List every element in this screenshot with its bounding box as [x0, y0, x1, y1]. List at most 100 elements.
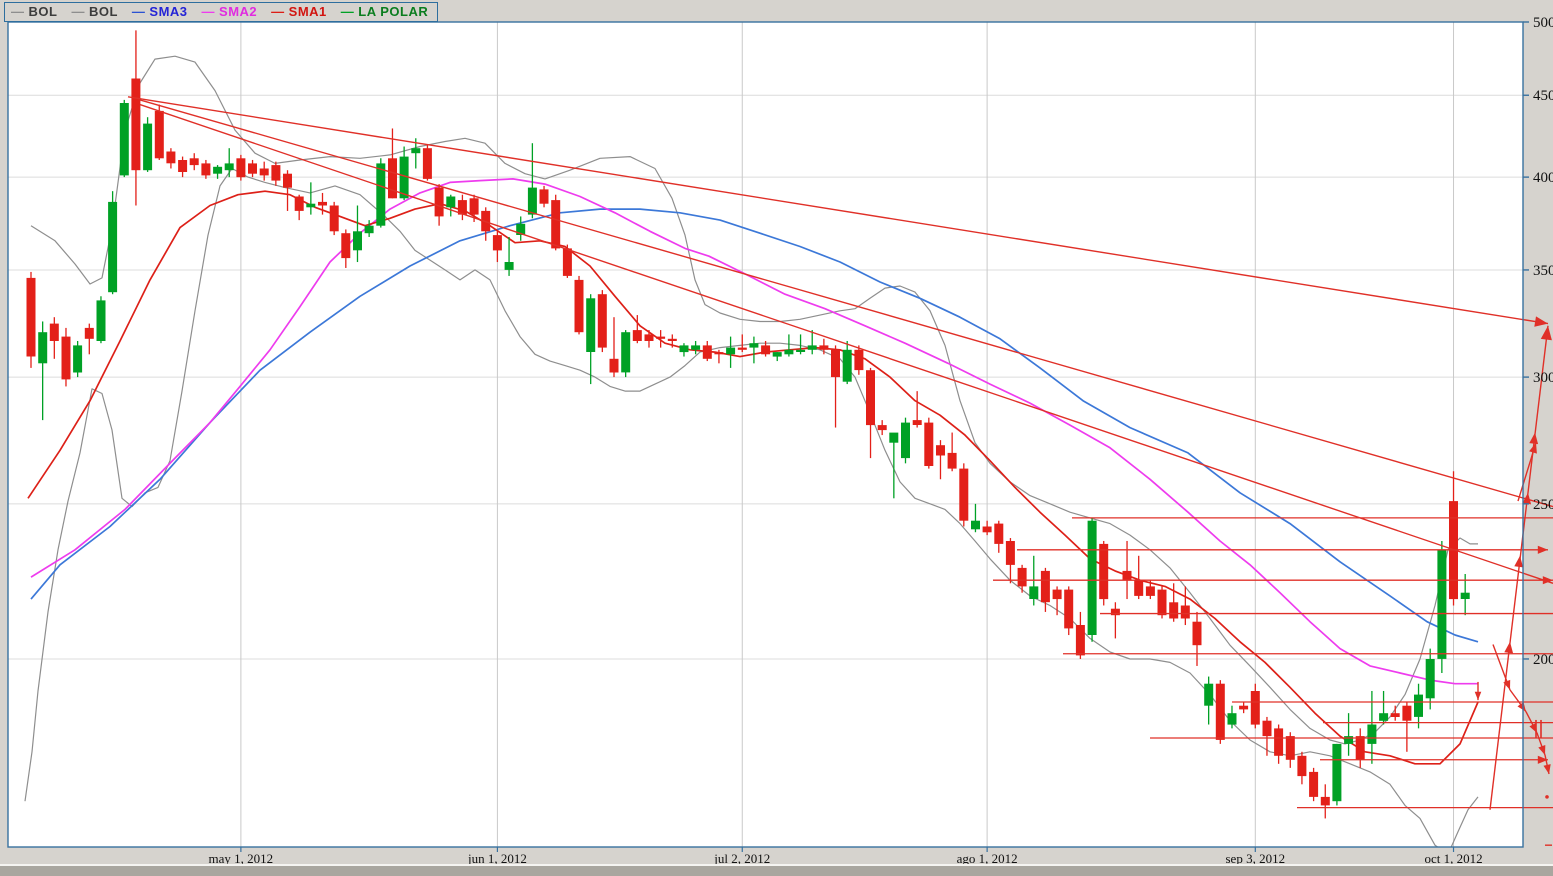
candles-group — [26, 30, 1470, 819]
trendline — [139, 99, 1553, 508]
annotations — [127, 96, 1553, 846]
x-axis-label: jun 1, 2012 — [467, 851, 527, 866]
legend-series-label: BOL — [88, 4, 118, 19]
candle-down — [434, 187, 444, 217]
candle-up — [353, 231, 362, 251]
candle-down — [26, 277, 36, 357]
candle-down — [1239, 705, 1249, 710]
legend-item-sma1[interactable]: — SMA1 — [271, 4, 327, 19]
candle-up — [691, 345, 701, 350]
candle-up — [1204, 683, 1214, 706]
candle-down — [329, 205, 339, 232]
bottom-bar[interactable] — [0, 866, 1553, 876]
candle-down — [1285, 736, 1295, 760]
candle-down — [994, 523, 1004, 544]
candle-down — [271, 165, 281, 181]
candle-down — [1052, 589, 1062, 600]
candle-up — [119, 103, 129, 176]
candle-down — [1402, 705, 1412, 721]
candle-down — [1145, 586, 1155, 596]
candle-down — [189, 158, 199, 166]
legend-item-bol-0[interactable]: — BOL — [11, 4, 57, 19]
chart-plot-area[interactable] — [8, 22, 1523, 847]
candle-down — [982, 526, 992, 533]
candle-down — [912, 420, 922, 425]
candle-down — [1134, 580, 1144, 596]
candle-up — [224, 163, 234, 171]
legend-series-label: SMA2 — [219, 4, 258, 19]
legend-series-dash-icon: — — [71, 4, 85, 19]
arrowhead-icon — [1537, 545, 1548, 554]
arrowhead-icon — [1534, 316, 1548, 327]
candle-down — [61, 336, 71, 380]
legend-series-dash-icon: — — [340, 4, 355, 19]
candle-up — [1425, 659, 1435, 699]
candle-down — [84, 327, 94, 339]
candle-up — [504, 262, 514, 270]
candle-down — [1157, 589, 1167, 616]
candle-down — [422, 148, 432, 179]
candle-down — [737, 347, 747, 350]
candle-down — [1110, 608, 1120, 616]
arrowhead-icon — [1529, 442, 1537, 454]
candle-down — [936, 445, 945, 456]
candle-up — [1332, 743, 1342, 802]
candle-down — [201, 163, 211, 176]
candle-up — [411, 148, 421, 154]
candle-up — [73, 345, 83, 373]
y-axis-label: 500 — [1533, 15, 1553, 31]
legend-item-sma2[interactable]: — SMA2 — [202, 4, 258, 19]
candle-up — [749, 343, 759, 348]
plot-frame — [7, 21, 1524, 848]
x-axis-label: ago 1, 2012 — [957, 851, 1018, 866]
candle-down — [539, 189, 549, 204]
trendline — [127, 96, 1549, 325]
candle-up — [516, 223, 526, 235]
candle-up — [399, 156, 409, 199]
candle-down — [1180, 605, 1190, 619]
sma3-line — [30, 208, 1479, 643]
legend-series-label: SMA1 — [288, 4, 327, 19]
candle-down — [341, 233, 351, 259]
candle-up — [1029, 586, 1039, 599]
candle-down — [318, 201, 327, 206]
candle-down — [1122, 570, 1132, 581]
candle-down — [178, 160, 188, 172]
arrowhead-icon — [1517, 702, 1526, 712]
candle-up — [1367, 724, 1377, 744]
candle-up — [143, 123, 153, 171]
candle-down — [644, 334, 654, 341]
candle-up — [306, 203, 316, 208]
x-axis-label: sep 3, 2012 — [1226, 851, 1286, 866]
legend-item-bol-1[interactable]: — BOL — [71, 4, 117, 19]
legend-item-la-polar[interactable]: — LA POLAR — [341, 4, 428, 19]
candle-down — [562, 248, 572, 276]
candle-up — [38, 332, 48, 364]
candle-down — [248, 163, 257, 174]
arrowhead-icon — [1474, 691, 1482, 701]
candle-down — [388, 158, 397, 199]
x-axis: may 1, 2012 jun 1, 2012 jul 2, 2012 ago 1, … — [209, 847, 1483, 866]
candle-down — [597, 294, 607, 348]
x-axis-label: may 1, 2012 — [209, 851, 274, 866]
dot-mark-icon — [1545, 795, 1549, 799]
candle-up — [807, 345, 817, 350]
candle-down — [819, 345, 829, 350]
candle-down — [574, 279, 584, 333]
candle-down — [154, 110, 164, 159]
candle-up — [1087, 520, 1097, 635]
legend-item-sma3[interactable]: — SMA3 — [132, 4, 188, 19]
y-axis-label: 400 — [1533, 170, 1553, 186]
rally-trend-line — [1489, 325, 1549, 810]
candle-down — [959, 468, 969, 521]
candle-down — [1064, 589, 1074, 629]
candle-down — [714, 352, 724, 355]
candle-down — [947, 452, 957, 469]
candle-down — [854, 349, 864, 371]
overlay-lines — [24, 55, 1479, 847]
y-axis-label: 200 — [1533, 652, 1553, 668]
arrowhead-icon — [1503, 679, 1511, 690]
candle-down — [924, 422, 934, 466]
